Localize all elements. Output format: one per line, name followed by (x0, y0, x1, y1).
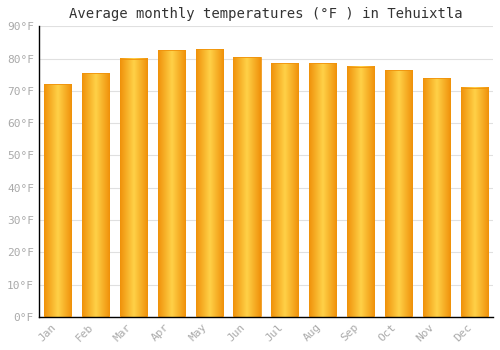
Bar (234, 57, 260, 317)
Bar (347, 66, 374, 317)
Bar (44, 84, 72, 317)
Bar (422, 78, 450, 317)
Bar (158, 50, 185, 317)
Bar (460, 88, 488, 317)
Bar (82, 73, 109, 317)
Bar (309, 63, 336, 317)
Bar (120, 58, 147, 317)
Bar (385, 70, 412, 317)
Bar (271, 63, 298, 317)
Bar (196, 49, 223, 317)
Title: Average monthly temperatures (°F ) in Tehuixtla: Average monthly temperatures (°F ) in Te… (69, 7, 462, 21)
